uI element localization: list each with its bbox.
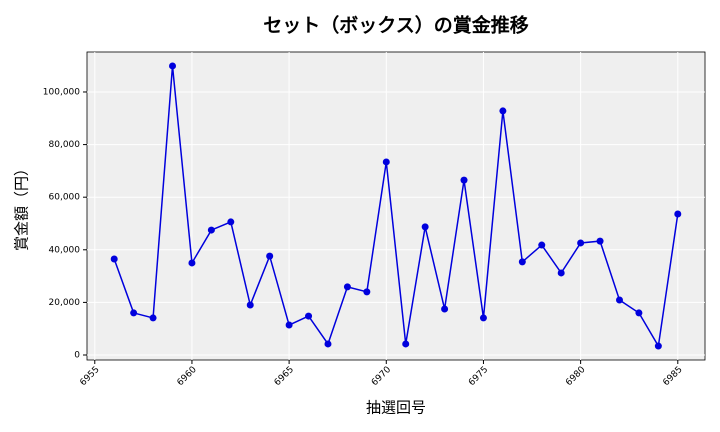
y-tick-label: 40,000 bbox=[49, 245, 81, 255]
data-point bbox=[110, 255, 118, 263]
data-point bbox=[421, 223, 429, 231]
plot-area bbox=[86, 51, 706, 361]
y-tick-label: 0 bbox=[74, 351, 80, 361]
chart-title: セット（ボックス）の賞金推移 bbox=[263, 14, 528, 37]
data-point bbox=[382, 158, 390, 166]
data-point bbox=[227, 218, 235, 226]
y-tick-label: 20,000 bbox=[49, 298, 81, 308]
x-tick-label: 6955 bbox=[78, 365, 101, 388]
data-point bbox=[479, 314, 487, 322]
data-point bbox=[266, 252, 274, 260]
data-point bbox=[654, 342, 662, 350]
y-axis-label: 賞金額（円） bbox=[13, 161, 31, 251]
x-tick-label: 6960 bbox=[176, 365, 199, 388]
y-tick-label: 100,000 bbox=[43, 87, 80, 97]
x-tick-label: 6985 bbox=[661, 365, 684, 388]
x-tick-label: 6965 bbox=[273, 365, 296, 388]
data-point bbox=[635, 309, 643, 317]
x-tick-label: 6970 bbox=[370, 365, 393, 388]
data-point bbox=[577, 239, 585, 247]
data-point bbox=[596, 237, 604, 245]
data-point bbox=[363, 288, 371, 296]
data-point bbox=[343, 283, 351, 291]
y-tick-label: 60,000 bbox=[49, 193, 81, 203]
data-point bbox=[557, 269, 565, 277]
data-point bbox=[207, 226, 215, 234]
data-point bbox=[246, 301, 254, 309]
x-tick-label: 6975 bbox=[467, 365, 490, 388]
data-point bbox=[285, 321, 293, 329]
x-axis-label: 抽選回号 bbox=[366, 399, 426, 417]
data-point bbox=[499, 107, 507, 115]
data-point bbox=[615, 296, 623, 304]
data-point bbox=[402, 340, 410, 348]
data-point bbox=[305, 312, 313, 320]
data-point bbox=[538, 241, 546, 249]
y-tick-label: 80,000 bbox=[49, 140, 81, 150]
data-point bbox=[441, 305, 449, 313]
data-point bbox=[188, 259, 196, 267]
data-point bbox=[518, 258, 526, 266]
data-point bbox=[169, 62, 177, 70]
data-point bbox=[130, 309, 138, 317]
x-tick-label: 6980 bbox=[564, 365, 587, 388]
data-point bbox=[149, 314, 157, 322]
data-point bbox=[460, 176, 468, 184]
data-point bbox=[674, 210, 682, 218]
data-point bbox=[324, 340, 332, 348]
